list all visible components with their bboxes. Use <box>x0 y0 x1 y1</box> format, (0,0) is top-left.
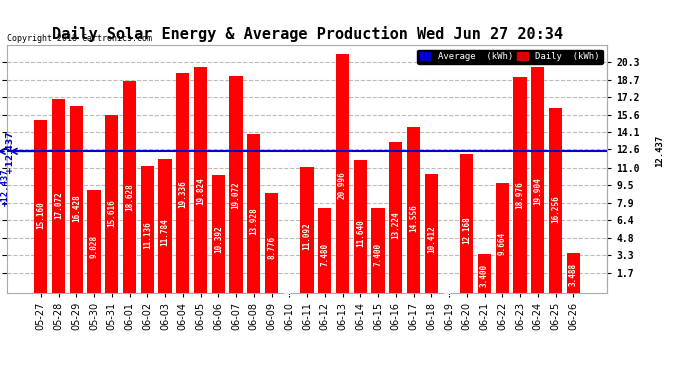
Bar <box>460 154 473 292</box>
Bar <box>513 77 526 292</box>
Bar <box>34 120 48 292</box>
Text: +12.437: +12.437 <box>1 169 10 206</box>
Text: 20.996: 20.996 <box>338 171 347 199</box>
Bar <box>105 115 119 292</box>
Text: 19.072: 19.072 <box>232 181 241 209</box>
Bar <box>141 166 154 292</box>
Text: 11.784: 11.784 <box>161 218 170 246</box>
Text: 13.224: 13.224 <box>391 211 400 239</box>
Bar <box>371 209 385 292</box>
Text: 15.616: 15.616 <box>108 199 117 226</box>
Bar <box>318 208 331 292</box>
Bar <box>194 68 207 292</box>
Text: 11.136: 11.136 <box>143 222 152 249</box>
Bar <box>212 174 225 292</box>
Text: 19.336: 19.336 <box>178 180 187 208</box>
Text: 3.488: 3.488 <box>569 263 578 286</box>
Bar <box>88 190 101 292</box>
Bar <box>354 160 367 292</box>
Bar <box>424 174 438 292</box>
Bar <box>389 142 402 292</box>
Text: 18.628: 18.628 <box>125 183 134 211</box>
Bar <box>566 253 580 292</box>
Bar <box>531 66 544 292</box>
Text: Copyright 2018 Cartronics.com: Copyright 2018 Cartronics.com <box>7 34 152 43</box>
Text: 9.028: 9.028 <box>90 235 99 258</box>
Text: 7.400: 7.400 <box>373 243 382 266</box>
Text: 9.664: 9.664 <box>497 232 506 255</box>
Text: 17.072: 17.072 <box>54 191 63 219</box>
Bar <box>265 193 278 292</box>
Text: 19.824: 19.824 <box>196 177 205 205</box>
Bar <box>159 159 172 292</box>
Text: 12.437: 12.437 <box>656 135 664 167</box>
Text: 18.976: 18.976 <box>515 182 524 209</box>
Text: 16.428: 16.428 <box>72 195 81 222</box>
Bar <box>300 166 314 292</box>
Bar <box>336 54 349 292</box>
Text: 10.392: 10.392 <box>214 225 223 253</box>
Text: 10.412: 10.412 <box>427 225 436 253</box>
Bar <box>407 127 420 292</box>
Text: 16.256: 16.256 <box>551 196 560 223</box>
Bar <box>52 99 66 292</box>
Text: 0.000: 0.000 <box>444 281 453 304</box>
Bar <box>70 106 83 292</box>
Text: 11.092: 11.092 <box>302 222 312 250</box>
Text: 0.000: 0.000 <box>285 281 294 304</box>
Bar <box>176 73 190 292</box>
Text: 8.776: 8.776 <box>267 236 276 259</box>
Text: 14.556: 14.556 <box>409 204 418 232</box>
Text: 11.640: 11.640 <box>356 219 365 247</box>
Legend: Average  (kWh), Daily  (kWh): Average (kWh), Daily (kWh) <box>417 50 602 64</box>
Text: 7.480: 7.480 <box>320 243 329 266</box>
Text: +12.437: +12.437 <box>6 130 14 172</box>
Text: 15.160: 15.160 <box>37 201 46 229</box>
Bar <box>229 76 243 292</box>
Bar <box>478 254 491 292</box>
Text: 19.904: 19.904 <box>533 177 542 205</box>
Bar <box>123 81 136 292</box>
Title: Daily Solar Energy & Average Production Wed Jun 27 20:34: Daily Solar Energy & Average Production … <box>52 27 562 42</box>
Bar <box>247 134 260 292</box>
Bar <box>549 108 562 292</box>
Bar <box>495 183 509 292</box>
Text: 13.928: 13.928 <box>249 207 258 235</box>
Text: 3.400: 3.400 <box>480 264 489 287</box>
Text: 12.168: 12.168 <box>462 216 471 244</box>
